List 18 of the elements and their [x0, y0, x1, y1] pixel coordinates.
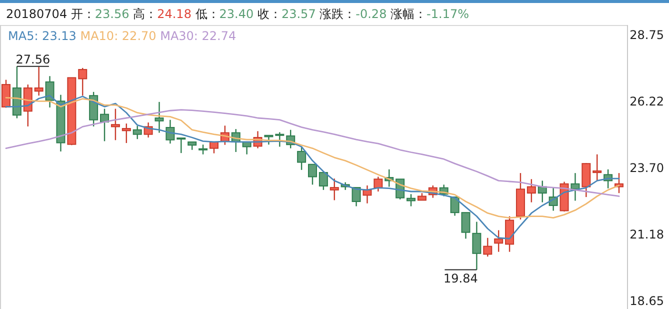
text: 涨跌：-0.28 [316, 7, 387, 21]
annotation: 27.56 [16, 52, 50, 66]
text: 涨幅：-1.17% [386, 7, 469, 21]
text: 高：24.18 [129, 7, 192, 21]
text: MA30: 22.74 [156, 29, 236, 43]
y-tick-label: 26.22 [630, 94, 664, 109]
line-series [5, 109, 620, 197]
text: 收：23.57 [254, 7, 316, 21]
y-tick-label: 28.75 [630, 28, 664, 42]
text: 低：23.40 [191, 7, 254, 21]
y-tick-label: 21.18 [630, 227, 664, 242]
text: MA10: 22.70 [76, 29, 156, 43]
text: 开：23.56 [67, 7, 130, 21]
text: 20180704 [6, 7, 68, 21]
y-tick-label: 23.70 [630, 161, 664, 176]
text: MA5: 23.13 [8, 29, 76, 43]
annotation: 19.84 [444, 272, 478, 286]
y-tick-label: 18.65 [630, 294, 664, 308]
